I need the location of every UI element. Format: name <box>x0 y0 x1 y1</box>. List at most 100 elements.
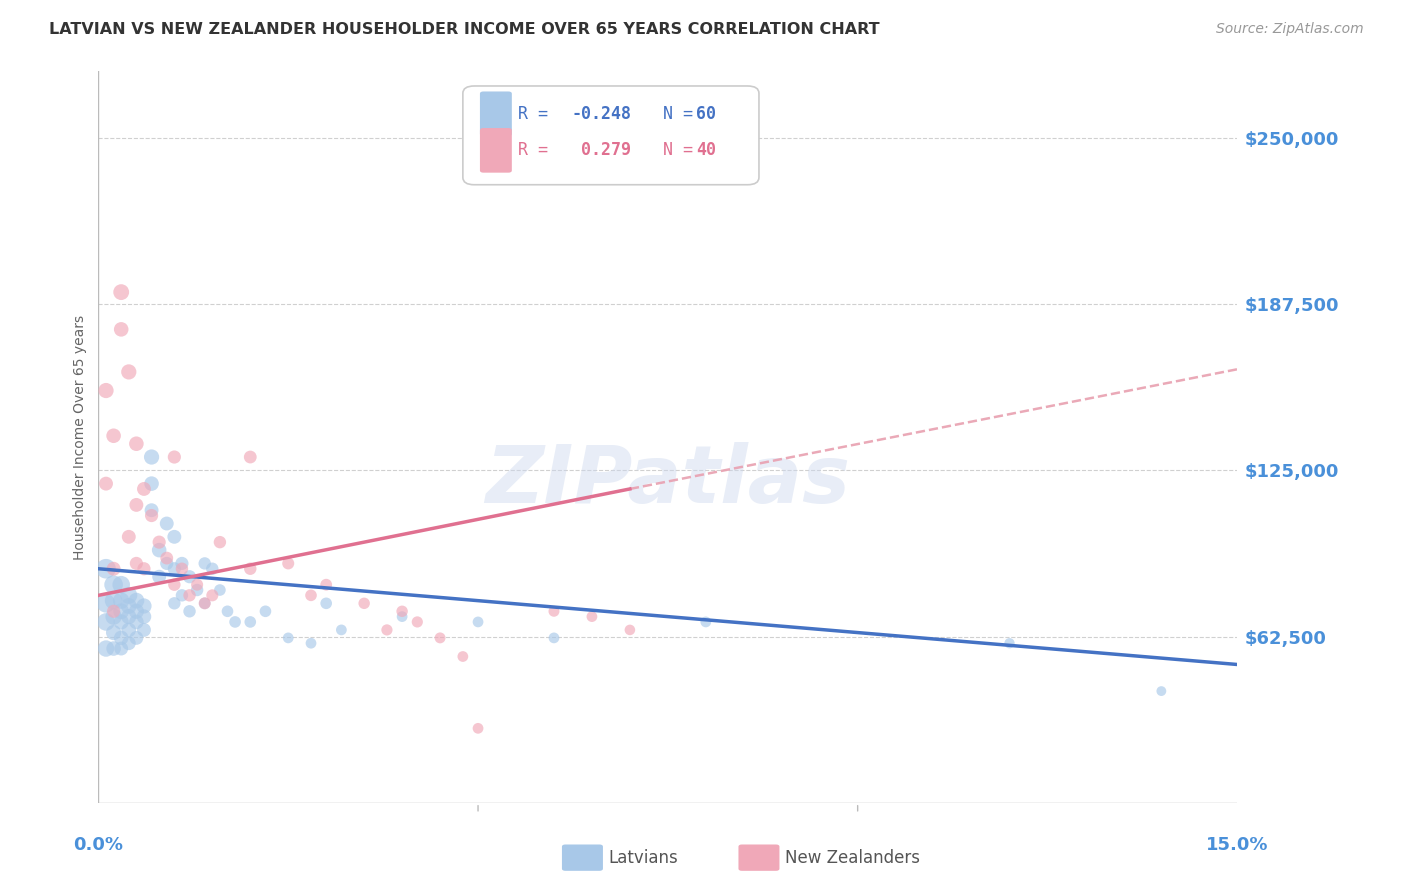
Point <box>125 593 148 607</box>
Point <box>132 599 155 613</box>
Text: 0.279: 0.279 <box>571 141 631 160</box>
Point <box>110 641 132 656</box>
Point <box>148 570 170 584</box>
Point <box>163 530 186 544</box>
Text: 60: 60 <box>696 104 716 123</box>
Point <box>118 530 141 544</box>
FancyBboxPatch shape <box>479 92 512 136</box>
Point <box>110 615 132 629</box>
Point <box>148 535 170 549</box>
Point <box>467 722 489 736</box>
Point <box>201 588 224 602</box>
FancyBboxPatch shape <box>463 86 759 185</box>
Text: New Zealanders: New Zealanders <box>785 848 920 867</box>
Point <box>118 599 141 613</box>
Point <box>239 562 262 576</box>
Point <box>125 436 148 450</box>
Point <box>103 641 125 656</box>
Point <box>299 636 322 650</box>
Point <box>132 623 155 637</box>
Point <box>170 588 193 602</box>
Point <box>194 596 217 610</box>
FancyBboxPatch shape <box>562 845 603 871</box>
Y-axis label: Householder Income Over 65 years: Householder Income Over 65 years <box>73 315 87 559</box>
Point <box>132 482 155 496</box>
Text: N =: N = <box>643 104 703 123</box>
Text: ZIPatlas: ZIPatlas <box>485 442 851 520</box>
Point <box>429 631 451 645</box>
Point <box>179 588 201 602</box>
Point <box>1150 684 1173 698</box>
Text: 40: 40 <box>696 141 716 160</box>
Point <box>94 476 117 491</box>
Point <box>201 562 224 576</box>
Point <box>103 604 125 618</box>
Point <box>391 609 413 624</box>
Text: Source: ZipAtlas.com: Source: ZipAtlas.com <box>1216 22 1364 37</box>
Point <box>194 557 217 571</box>
Text: 0.0%: 0.0% <box>73 836 124 854</box>
Point <box>170 562 193 576</box>
Point <box>94 596 117 610</box>
Point <box>110 593 132 607</box>
Point <box>141 450 163 464</box>
Point <box>94 641 117 656</box>
Text: LATVIAN VS NEW ZEALANDER HOUSEHOLDER INCOME OVER 65 YEARS CORRELATION CHART: LATVIAN VS NEW ZEALANDER HOUSEHOLDER INC… <box>49 22 880 37</box>
Point <box>194 596 217 610</box>
Point <box>110 631 132 645</box>
Point <box>391 604 413 618</box>
Point <box>125 615 148 629</box>
Point <box>132 609 155 624</box>
Point <box>94 562 117 576</box>
Point <box>103 593 125 607</box>
FancyBboxPatch shape <box>479 128 512 173</box>
Point <box>543 631 565 645</box>
Point <box>208 535 231 549</box>
Text: -0.248: -0.248 <box>571 104 631 123</box>
Point <box>110 322 132 336</box>
Point <box>208 582 231 597</box>
Point <box>125 498 148 512</box>
Point <box>103 609 125 624</box>
Point <box>94 615 117 629</box>
Point <box>179 604 201 618</box>
Point <box>254 604 277 618</box>
Point <box>406 615 429 629</box>
Point <box>170 557 193 571</box>
Point <box>353 596 375 610</box>
Point <box>581 609 603 624</box>
Point <box>163 577 186 591</box>
Point <box>110 577 132 591</box>
Point <box>141 476 163 491</box>
Point <box>330 623 353 637</box>
Point <box>695 615 717 629</box>
Point <box>103 577 125 591</box>
Point <box>148 543 170 558</box>
Point <box>125 604 148 618</box>
Point <box>118 636 141 650</box>
Point <box>103 625 125 640</box>
Point <box>156 557 179 571</box>
Point <box>467 615 489 629</box>
Point <box>315 577 337 591</box>
Point <box>315 596 337 610</box>
Point <box>125 557 148 571</box>
Point <box>118 365 141 379</box>
Point <box>239 615 262 629</box>
Point <box>141 508 163 523</box>
Point <box>156 551 179 566</box>
FancyBboxPatch shape <box>738 845 779 871</box>
Point <box>375 623 398 637</box>
Text: Latvians: Latvians <box>609 848 678 867</box>
Point <box>224 615 246 629</box>
Point <box>277 557 299 571</box>
Point <box>186 577 208 591</box>
Point <box>998 636 1021 650</box>
Point <box>299 588 322 602</box>
Point <box>118 623 141 637</box>
Text: R =: R = <box>517 141 568 160</box>
Point <box>110 285 132 299</box>
Point <box>103 429 125 443</box>
Point <box>163 596 186 610</box>
Point <box>163 450 186 464</box>
